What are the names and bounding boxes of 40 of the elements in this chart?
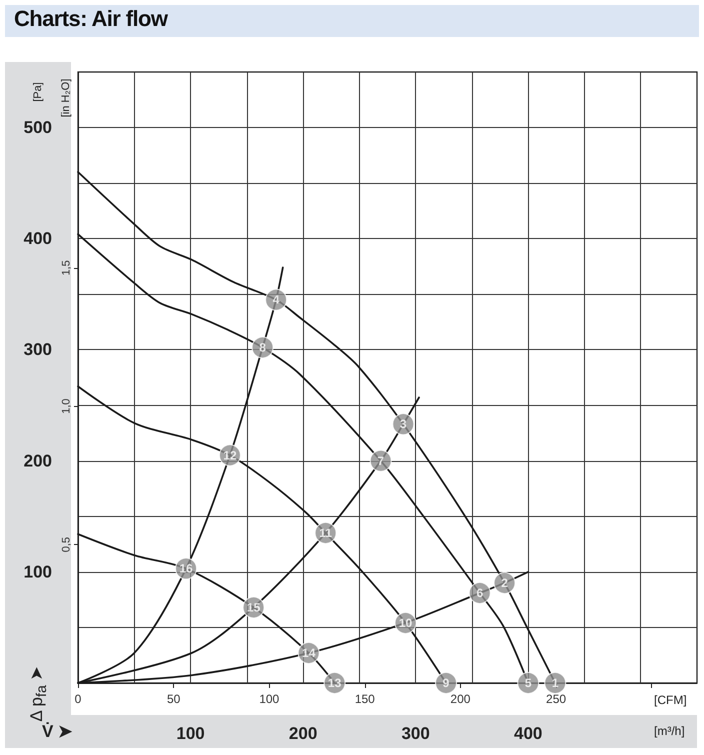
y-tick-label: 400 xyxy=(24,229,52,248)
x-tick-label: 400 xyxy=(514,724,542,743)
annotation: 16 xyxy=(179,562,194,576)
annotation: 4 xyxy=(272,292,280,307)
annotation: 15 xyxy=(246,600,261,614)
x2-tick-label: 250 xyxy=(546,692,566,706)
annotation: 11 xyxy=(319,526,332,540)
x-tick-label: 300 xyxy=(401,724,430,743)
text: V̇ ➤ xyxy=(42,721,72,742)
annotation: 12 xyxy=(223,448,237,462)
chart-title: Charts: Air flow xyxy=(14,6,168,32)
y2-axis-title: [in H₂O] xyxy=(60,78,72,118)
x2-axis-title: [CFM] xyxy=(654,693,687,707)
annotation: 9 xyxy=(442,676,450,690)
x-tick-label: 200 xyxy=(288,724,318,743)
annotation: 10 xyxy=(398,616,412,630)
y2-tick-label: 1,0 xyxy=(60,398,72,414)
y-axis-title: [Pa] xyxy=(32,82,44,102)
y-tick-label: 500 xyxy=(24,118,52,138)
x2-tick-label: 150 xyxy=(354,692,376,706)
x-axis-title: [m³/h] xyxy=(654,724,685,738)
x-tick-label: 100 xyxy=(176,724,205,743)
annotation: 7 xyxy=(377,454,384,468)
annotation: 14 xyxy=(302,646,316,660)
annotation: 13 xyxy=(328,676,342,690)
x2-tick-label: 50 xyxy=(166,692,181,706)
y2-tick-label: 1,5 xyxy=(60,260,72,276)
y-tick-label: 100 xyxy=(24,562,52,582)
annotation: 8 xyxy=(259,340,266,355)
annotation: 2 xyxy=(501,576,508,590)
y-tick-label: 200 xyxy=(24,451,52,470)
y2-tick-label: 0,5 xyxy=(60,536,72,552)
annotation: 3 xyxy=(400,417,407,432)
x2-tick-label: 0 xyxy=(74,692,82,706)
x2-tick-label: 200 xyxy=(450,692,471,706)
x2-tick-label: 100 xyxy=(259,692,280,706)
annotation: 6 xyxy=(476,586,484,600)
annotation: 5 xyxy=(524,676,532,690)
y-tick-label: 300 xyxy=(24,340,52,360)
annotation: 1 xyxy=(552,676,559,690)
